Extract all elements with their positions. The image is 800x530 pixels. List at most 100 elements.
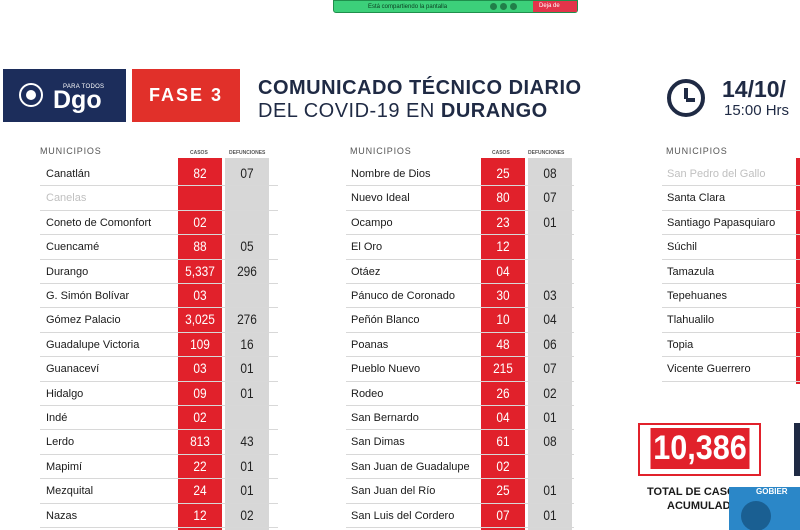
table-row: San Dimas 61 08 — [346, 430, 574, 455]
casos-value: 61 — [496, 433, 510, 450]
table-row: Guanaceví 03 01 — [40, 357, 278, 382]
casos-value: 5,337 — [185, 262, 215, 279]
defunciones-value: 07 — [543, 189, 557, 206]
municipio-name: Canelas — [46, 192, 87, 205]
table-row: Lerdo 813 43 — [40, 430, 278, 455]
total-cases: 10,386 — [650, 428, 750, 469]
municipio-name: Vicente Guerrero — [667, 363, 751, 376]
table-row: Nazas 12 02 — [40, 504, 278, 528]
casos-value: 12 — [193, 506, 207, 523]
table-row: Guadalupe Victoria 109 16 — [40, 333, 278, 358]
casos-value: 03 — [193, 360, 207, 377]
municipio-name: Topia — [667, 338, 694, 351]
municipio-name: Tepehuanes — [667, 290, 727, 302]
defunciones-value: 08 — [543, 433, 557, 450]
defunciones-value: 05 — [240, 238, 254, 255]
municipio-name: Nazas — [46, 509, 78, 522]
report-time: 15:00 Hrs — [724, 102, 790, 119]
municipio-name: Coneto de Comonfort — [46, 216, 152, 229]
municipio-name: Hidalgo — [46, 387, 84, 400]
casos-value: 02 — [193, 409, 207, 425]
defunciones-value: 01 — [240, 384, 254, 401]
thumbnail-text: GOBIER — [756, 487, 788, 496]
table-row: Tlahualilo — [662, 308, 800, 333]
defunciones-value: 01 — [543, 409, 557, 425]
durango-logo: PARA TODOS Dgo — [3, 69, 126, 122]
municipio-name: San Juan del Río — [351, 485, 436, 498]
casos-value: 25 — [496, 165, 510, 181]
defunciones-value: 06 — [543, 335, 557, 352]
defunciones-value: 16 — [240, 335, 254, 352]
defunciones-value: 276 — [237, 311, 257, 328]
table-row: G. Simón Bolívar 03 — [40, 284, 278, 309]
casos-value: 109 — [190, 335, 210, 352]
municipio-name: Cuencamé — [46, 241, 100, 254]
municipio-name: Lerdo — [46, 436, 75, 449]
defunciones-value: 07 — [543, 360, 557, 377]
casos-column-3 — [796, 158, 800, 384]
header-municipios-1: MUNICIPIOS — [40, 146, 102, 156]
table-row: San Luis del Cordero 07 01 — [346, 504, 574, 528]
defunciones-value: 08 — [543, 165, 557, 181]
defunciones-value: 01 — [543, 482, 557, 499]
municipio-name: Súchil — [667, 241, 697, 254]
table-row: Vicente Guerrero — [662, 357, 800, 382]
defunciones-value: 03 — [543, 287, 557, 303]
table-row: Hidalgo 09 01 — [40, 382, 278, 406]
casos-value: 48 — [496, 335, 510, 352]
stop-sharing-button[interactable]: Deja de — [533, 1, 577, 12]
logo-text: Dgo — [53, 86, 102, 114]
municipio-name: San Dimas — [351, 436, 405, 449]
municipio-name: Rodeo — [351, 387, 384, 400]
municipio-name: Pueblo Nuevo — [351, 363, 421, 376]
defunciones-value: 296 — [237, 262, 257, 279]
table-row: Tepehuanes — [662, 284, 800, 309]
total-frame — [638, 423, 761, 476]
casos-value: 80 — [496, 189, 510, 206]
casos-column-2 — [481, 158, 525, 530]
casos-value: 3,025 — [185, 311, 215, 328]
video-thumbnail[interactable]: GOBIER — [729, 487, 800, 530]
casos-value: 215 — [493, 360, 513, 377]
title-line-2-bold: DURANGO — [440, 100, 548, 122]
municipio-name: El Oro — [351, 241, 383, 254]
casos-value: 25 — [496, 482, 510, 499]
municipio-name: Mezquital — [46, 485, 94, 498]
table-row: Mapimí 22 01 — [40, 455, 278, 480]
municipio-name: San Pedro del Gallo — [667, 168, 766, 180]
casos-column-1 — [178, 158, 222, 530]
defunciones-value: 02 — [240, 506, 254, 523]
title-line-2-prefix: DEL COVID-19 EN — [258, 100, 441, 122]
municipio-name: Pánuco de Coronado — [351, 290, 455, 302]
casos-value: 23 — [496, 213, 510, 230]
header-defunciones-1: DEFUNCIONES — [229, 150, 266, 156]
table-row: Otáez 04 — [346, 260, 574, 284]
casos-value: 88 — [193, 238, 207, 255]
casos-value: 07 — [496, 506, 510, 523]
table-row: San Bernardo 04 01 — [346, 406, 574, 431]
municipio-name: Santa Clara — [667, 192, 726, 205]
defunciones-value: 02 — [543, 384, 557, 401]
municipio-name: San Juan de Guadalupe — [351, 460, 470, 473]
table-row: Tamazula — [662, 260, 800, 284]
defunciones-value: 01 — [543, 213, 557, 230]
total-label-line-1: TOTAL DE CASOS — [647, 486, 743, 498]
pause-icon[interactable] — [500, 3, 507, 10]
casos-value: 10 — [496, 311, 510, 328]
table-row: Poanas 48 06 — [346, 333, 574, 358]
municipio-name: Indé — [46, 412, 68, 424]
table-row: Nombre de Dios 25 08 — [346, 162, 574, 187]
defunciones-value: 01 — [240, 482, 254, 499]
casos-value: 02 — [496, 457, 510, 474]
title-line-1: COMUNICADO TÉCNICO DIARIO — [258, 77, 582, 99]
share-icon[interactable] — [490, 3, 497, 10]
table-row: Pánuco de Coronado 30 03 — [346, 284, 574, 309]
settings-icon[interactable] — [510, 3, 517, 10]
defunciones-value: 01 — [543, 506, 557, 523]
header-municipios-3: MUNICIPIOS — [666, 146, 728, 156]
header-municipios-2: MUNICIPIOS — [350, 146, 412, 156]
table-row: Indé 02 — [40, 406, 278, 431]
casos-value: 03 — [193, 287, 207, 303]
defunciones-value: 01 — [240, 360, 254, 377]
municipio-name: Durango — [46, 265, 89, 278]
